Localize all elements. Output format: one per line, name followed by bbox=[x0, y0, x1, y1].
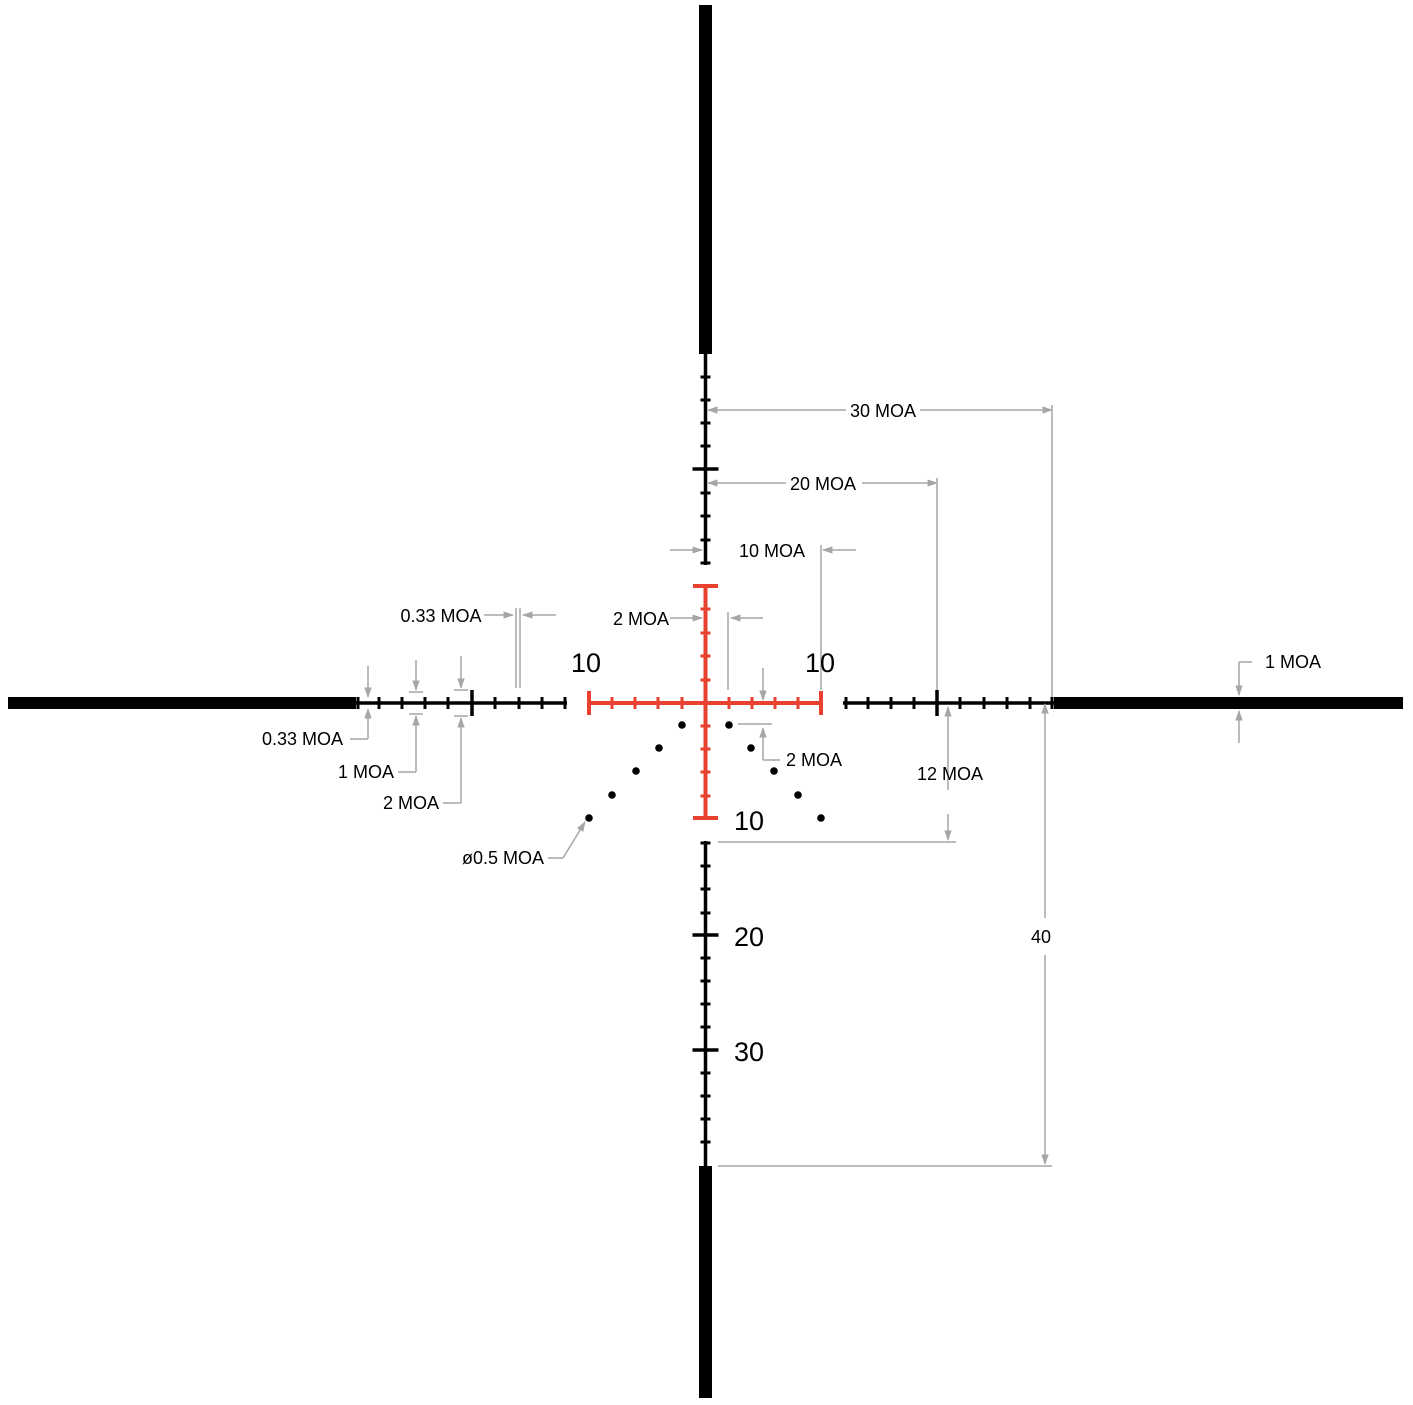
number-bottom-10: 10 bbox=[734, 806, 764, 836]
thick-posts bbox=[8, 5, 1403, 1398]
right-thick-post bbox=[1054, 697, 1403, 709]
label-0-33-moa-top: 0.33 MOA bbox=[400, 606, 481, 626]
black-hash-marks bbox=[356, 375, 1054, 1144]
holdover-dot bbox=[632, 767, 640, 775]
label-1-moa-right: 1 MOA bbox=[1265, 652, 1321, 672]
label-1-moa-left: 1 MOA bbox=[338, 762, 394, 782]
label-0-33-moa-left: 0.33 MOA bbox=[262, 729, 343, 749]
red-hash-marks bbox=[610, 607, 800, 798]
number-left-10: 10 bbox=[571, 648, 601, 678]
holdover-dot bbox=[655, 744, 663, 752]
holdover-dot bbox=[678, 721, 686, 729]
bottom-thick-post bbox=[699, 1166, 712, 1398]
holdover-dot bbox=[725, 721, 733, 729]
label-20-moa: 20 MOA bbox=[790, 474, 856, 494]
label-2-moa-top: 2 MOA bbox=[613, 609, 669, 629]
number-bottom-30: 30 bbox=[734, 1037, 764, 1067]
holdover-dot bbox=[794, 791, 802, 799]
subtension-numbers: 10 10 10 20 30 bbox=[571, 648, 835, 1067]
left-thick-post bbox=[8, 697, 356, 709]
top-thick-post bbox=[699, 5, 712, 354]
label-10-moa: 10 MOA bbox=[739, 541, 805, 561]
label-30-moa: 30 MOA bbox=[850, 401, 916, 421]
dimension-labels: 30 MOA 20 MOA 10 MOA 2 MOA 0.33 MOA 1 MO… bbox=[262, 401, 1321, 947]
red-center-cross bbox=[587, 584, 823, 820]
label-dot-diameter: ø0.5 MOA bbox=[462, 848, 544, 868]
holdover-dot bbox=[608, 791, 616, 799]
holdover-dot bbox=[770, 767, 778, 775]
holdover-dots bbox=[585, 721, 825, 822]
label-12-moa: 12 MOA bbox=[917, 764, 983, 784]
holdover-dot bbox=[817, 814, 825, 822]
number-right-10: 10 bbox=[805, 648, 835, 678]
label-40: 40 bbox=[1031, 927, 1051, 947]
holdover-dot bbox=[585, 814, 593, 822]
label-2-moa-left: 2 MOA bbox=[383, 793, 439, 813]
number-bottom-20: 20 bbox=[734, 922, 764, 952]
label-2-moa-dots: 2 MOA bbox=[786, 750, 842, 770]
holdover-dot bbox=[747, 744, 755, 752]
dimension-lines bbox=[350, 405, 1252, 1167]
